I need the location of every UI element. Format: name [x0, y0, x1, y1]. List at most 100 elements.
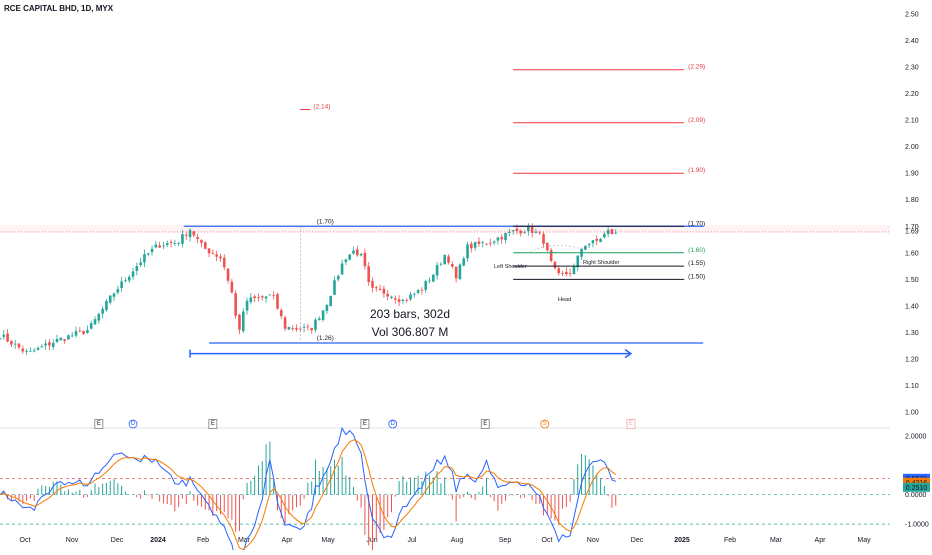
osc-value-badge-1 — [903, 477, 930, 487]
candle-body — [249, 297, 253, 303]
dividend-badge-text-1: D — [131, 421, 136, 427]
level-label-0: (2.29) — [688, 64, 705, 71]
candle-body — [241, 311, 245, 332]
time-axis-tick-0: Oct — [20, 537, 31, 544]
candle-body — [13, 343, 17, 345]
osc-axis-tick-2: -1.0000 — [905, 522, 929, 529]
price-axis-tick-14: 1.20 — [905, 356, 919, 363]
candle-body — [386, 293, 390, 297]
candle-body — [276, 294, 279, 309]
candle-body — [481, 242, 485, 244]
candle-body — [549, 249, 553, 262]
candle-body — [207, 248, 211, 254]
candle-body — [413, 293, 416, 295]
dividend-badge-1 — [128, 419, 138, 429]
earnings-badge-5 — [480, 419, 490, 429]
candle-body — [546, 242, 549, 251]
time-axis-tick-16: Feb — [724, 537, 736, 544]
price-axis-tick-11: 1.50 — [905, 277, 919, 284]
candle-body — [416, 290, 420, 293]
candle-body — [181, 234, 184, 244]
candle-body — [29, 350, 32, 352]
candle-body — [568, 273, 572, 274]
time-axis-tick-1: Nov — [66, 537, 79, 544]
candle-body — [310, 328, 313, 331]
candle-body — [359, 253, 363, 256]
level-label-3: (1.70) — [688, 220, 705, 227]
candle-body — [496, 237, 500, 241]
candle-body — [458, 264, 462, 280]
candle-body — [226, 268, 230, 281]
earnings-badge-text-7: E — [629, 421, 633, 427]
candle-body — [485, 243, 488, 245]
candle-body — [222, 257, 226, 268]
candle-body — [40, 346, 44, 348]
price-axis-tick-1: 2.40 — [905, 38, 919, 45]
candle-body — [565, 271, 568, 275]
candle-body — [234, 293, 237, 316]
candle-body — [317, 318, 321, 321]
candle-body — [378, 288, 382, 290]
candle-body — [192, 231, 196, 236]
candle-body — [10, 341, 13, 345]
symbol-title: RCE CAPITAL BHD, 1D, MYX — [4, 4, 114, 13]
candle-body — [101, 308, 104, 314]
earnings-badge-7 — [626, 419, 636, 429]
price-axis-tick-6: 1.90 — [905, 171, 919, 178]
candle-body — [367, 266, 370, 283]
candle-body — [591, 240, 595, 244]
earnings-badge-text-2: E — [211, 421, 215, 427]
candle-body — [511, 230, 515, 232]
candle-body — [2, 334, 6, 337]
osc-axis-tick-1: 0.0000 — [905, 492, 927, 499]
candle-body — [344, 259, 348, 263]
candle-body — [584, 246, 587, 250]
candle-body — [291, 328, 294, 330]
candle-body — [363, 252, 367, 267]
price-axis-tick-0: 2.50 — [905, 12, 919, 19]
time-axis-tick-9: Jul — [408, 537, 417, 544]
candle-body — [504, 232, 507, 240]
time-axis-tick-13: Nov — [587, 537, 600, 544]
candle-body — [606, 230, 610, 234]
candle-body — [143, 254, 146, 263]
candle-body — [390, 296, 393, 298]
candle-body — [424, 281, 428, 290]
candle-body — [200, 240, 203, 243]
level-label-6: (1.50) — [688, 273, 705, 280]
time-axis-tick-15: 2025 — [674, 537, 690, 544]
candle-body — [215, 254, 218, 257]
candle-body — [67, 335, 70, 340]
candle-body — [82, 330, 85, 334]
candle-body — [260, 296, 264, 298]
candle-body — [515, 228, 519, 231]
price-axis-tick-4: 2.10 — [905, 118, 919, 125]
time-axis-tick-4: Feb — [197, 537, 209, 544]
candle-body — [599, 238, 602, 243]
candle-body — [196, 237, 199, 239]
time-axis-tick-17: Mar — [770, 537, 783, 544]
candle-body — [0, 338, 2, 340]
candle-body — [264, 296, 268, 299]
candle-body — [340, 263, 344, 275]
candle-body — [382, 288, 386, 294]
candle-body — [553, 261, 557, 269]
candle-body — [112, 293, 116, 297]
target-2-14-label: (2.14) — [313, 104, 330, 111]
candle-body — [154, 244, 158, 248]
candle-body — [409, 294, 412, 300]
candle-body — [257, 297, 260, 298]
candle-body — [595, 238, 599, 241]
candle-body — [158, 245, 161, 248]
candle-body — [70, 335, 74, 337]
candle-body — [420, 289, 424, 291]
candle-body — [124, 280, 127, 282]
split-badge-6 — [540, 419, 550, 429]
candle-body — [105, 301, 108, 311]
candle-body — [527, 226, 530, 232]
candle-body — [36, 347, 40, 350]
level-label-1: (2.09) — [688, 117, 705, 124]
candle-body — [127, 276, 131, 281]
